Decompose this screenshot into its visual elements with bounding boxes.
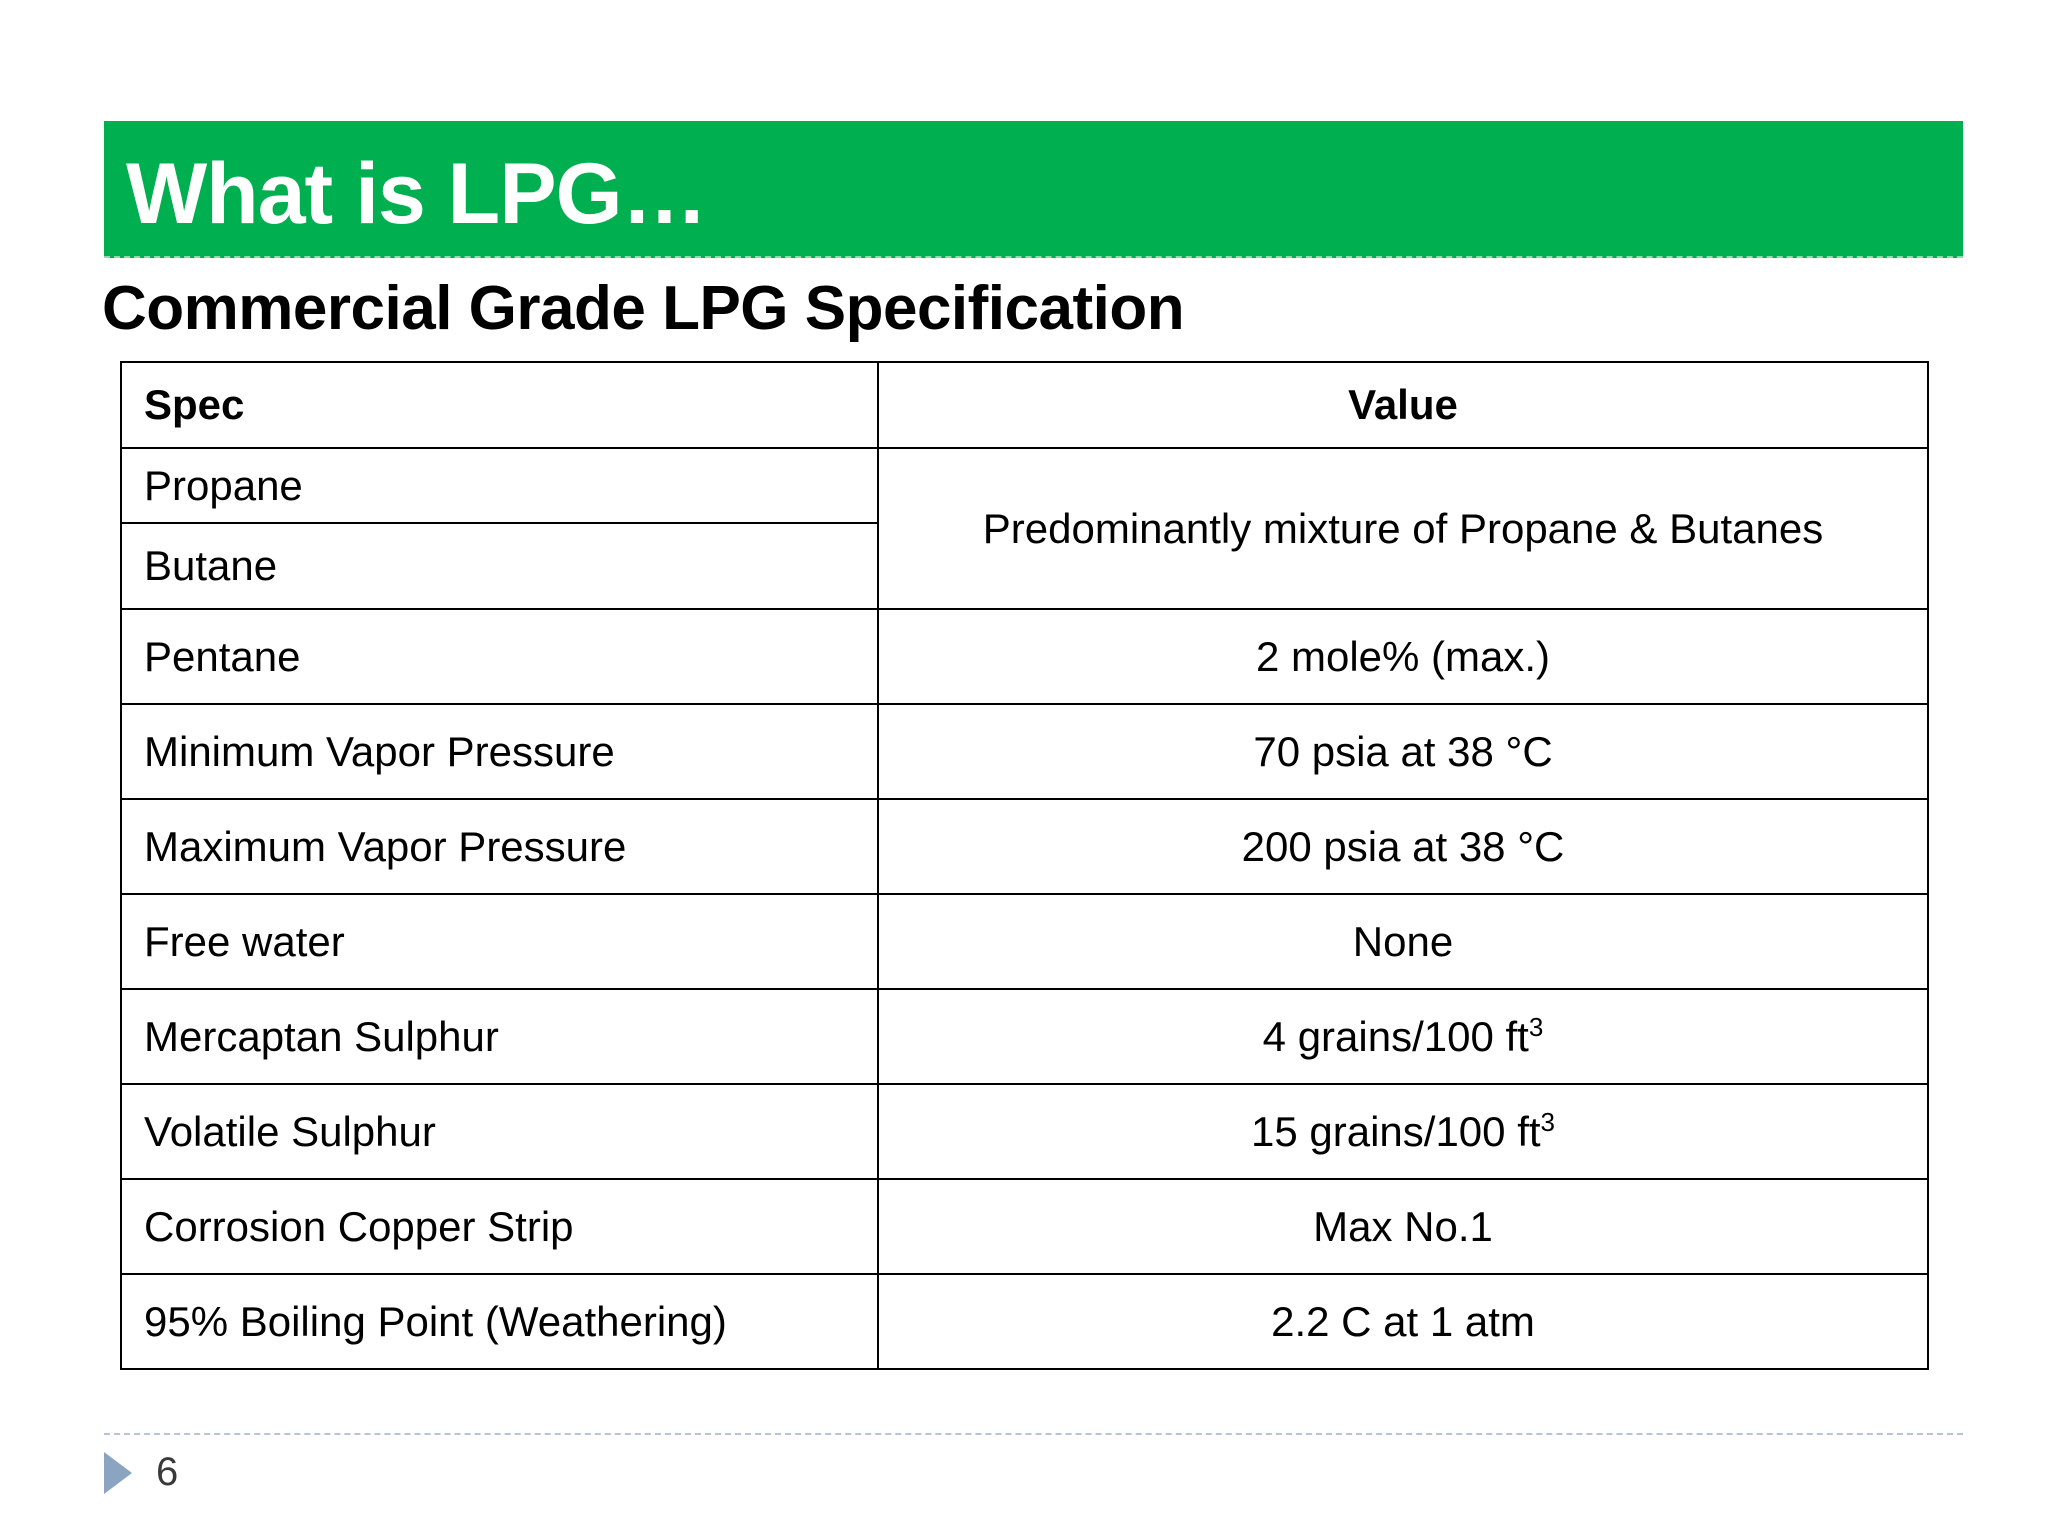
spec-cell: Maximum Vapor Pressure (120, 798, 879, 895)
play-arrow-icon (104, 1452, 132, 1494)
spec-cell: Corrosion Copper Strip (120, 1178, 879, 1275)
spec-cell: Pentane (120, 608, 879, 705)
value-cell: 200 psia at 38 °C (877, 798, 1929, 895)
table-row: Free water None (120, 893, 1929, 990)
value-cell: 4 grains/100 ft3 (877, 988, 1929, 1085)
value-superscript: 3 (1528, 1011, 1544, 1042)
value-text: 2 mole% (max.) (1255, 632, 1551, 680)
header-value: Value (877, 361, 1929, 449)
table-row: Maximum Vapor Pressure 200 psia at 38 °C (120, 798, 1929, 895)
spec-cell: 95% Boiling Point (Weathering) (120, 1273, 879, 1370)
table-row: Pentane 2 mole% (max.) (120, 608, 1929, 705)
page-number: 6 (156, 1450, 179, 1494)
title-bar: What is LPG… (104, 121, 1963, 258)
value-cell: 2.2 C at 1 atm (877, 1273, 1929, 1370)
spec-cell: Propane (120, 447, 879, 524)
value-cell: Max No.1 (877, 1178, 1929, 1275)
footer-divider (104, 1433, 1963, 1435)
value-cell: 2 mole% (max.) (877, 608, 1929, 705)
table-row: Corrosion Copper Strip Max No.1 (120, 1178, 1929, 1275)
value-text: 15 grains/100 ft (1251, 1107, 1541, 1155)
value-text: 4 grains/100 ft (1262, 1012, 1529, 1060)
header-spec: Spec (120, 361, 879, 449)
spec-cell: Volatile Sulphur (120, 1083, 879, 1180)
value-text: 70 psia at 38 °C (1253, 727, 1553, 775)
table-row: Volatile Sulphur 15 grains/100 ft3 (120, 1083, 1929, 1180)
spec-cell: Free water (120, 893, 879, 990)
value-text: 2.2 C at 1 atm (1271, 1297, 1535, 1345)
table-row: Mercaptan Sulphur 4 grains/100 ft3 (120, 988, 1929, 1085)
table-row: Minimum Vapor Pressure 70 psia at 38 °C (120, 703, 1929, 800)
value-superscript: 3 (1540, 1106, 1555, 1137)
value-cell: 70 psia at 38 °C (877, 703, 1929, 800)
value-cell: 15 grains/100 ft3 (877, 1083, 1929, 1180)
value-text: 200 psia at 38 °C (1241, 822, 1565, 870)
value-text: None (1352, 917, 1454, 965)
spec-cell: Minimum Vapor Pressure (120, 703, 879, 800)
slide-title: What is LPG… (126, 146, 707, 242)
value-cell: None (877, 893, 1929, 990)
value-cell-merged: Predominantly mixture of Propane & Butan… (877, 447, 1929, 610)
spec-cell: Mercaptan Sulphur (120, 988, 879, 1085)
value-text: Max No.1 (1313, 1202, 1493, 1250)
spec-table: Spec Value Propane Predominantly mixture… (120, 361, 1929, 1370)
table-row: Butane (120, 522, 1928, 610)
table-header-row: Spec Value (120, 361, 1929, 449)
table-row: Propane Predominantly mixture of Propane… (120, 447, 1929, 610)
slide-subtitle: Commercial Grade LPG Specification (102, 274, 1185, 343)
table-row: 95% Boiling Point (Weathering) 2.2 C at … (120, 1273, 1929, 1370)
spec-cell: Butane (120, 522, 879, 610)
